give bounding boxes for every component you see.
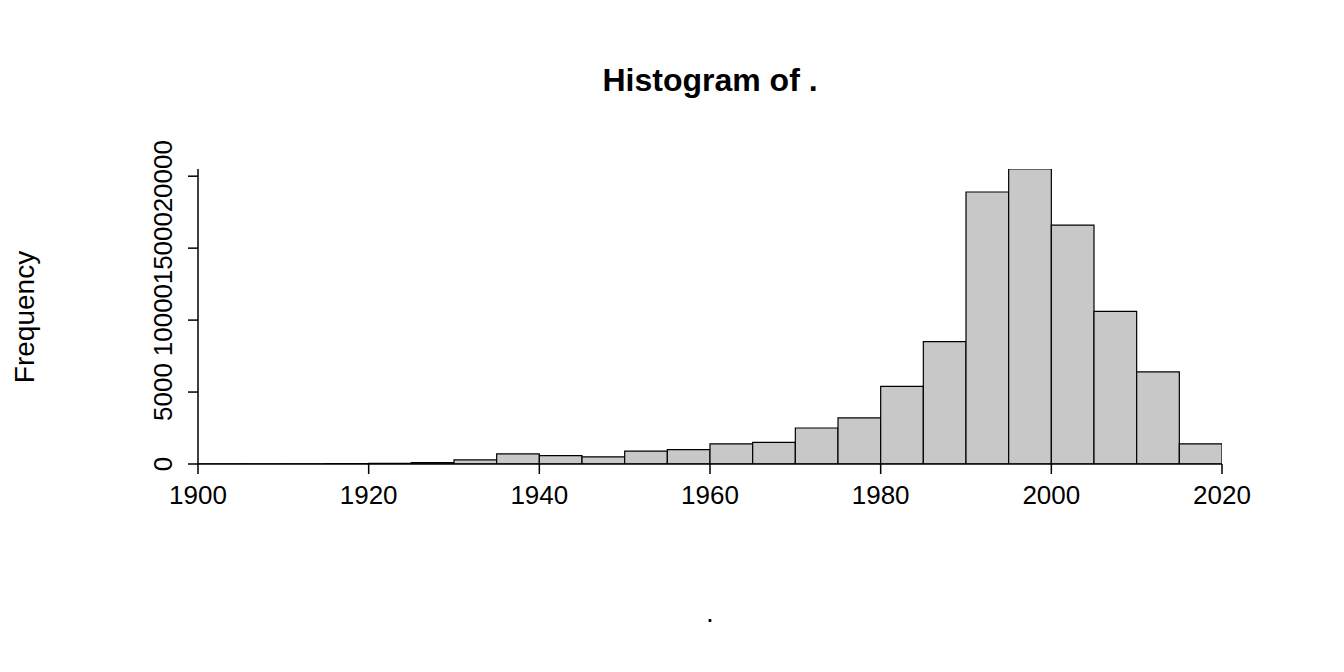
- svg-text:20000: 20000: [148, 140, 178, 212]
- svg-text:10000: 10000: [148, 284, 178, 356]
- svg-text:15000: 15000: [148, 212, 178, 284]
- svg-text:1920: 1920: [340, 480, 398, 510]
- svg-text:1980: 1980: [852, 480, 910, 510]
- html-text:Frequency: Frequency: [9, 250, 40, 383]
- svg-text:2000: 2000: [1022, 480, 1080, 510]
- svg-text:0: 0: [148, 457, 178, 471]
- svg-text:1900: 1900: [169, 480, 227, 510]
- svg-text:1940: 1940: [510, 480, 568, 510]
- html-text:Histogram of .: Histogram of .: [602, 62, 818, 98]
- svg-text:5000: 5000: [148, 363, 178, 421]
- svg-text:1960: 1960: [681, 480, 739, 510]
- svg-text:2020: 2020: [1193, 480, 1251, 510]
